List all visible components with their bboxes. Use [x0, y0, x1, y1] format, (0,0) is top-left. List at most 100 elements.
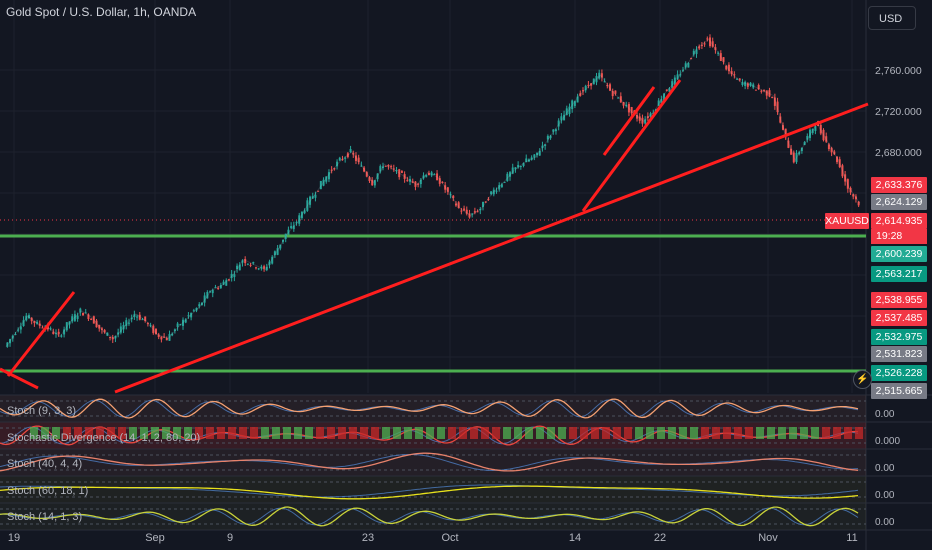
divergence-marker: [657, 427, 665, 439]
candle-body: [465, 209, 468, 214]
candle-body: [292, 225, 295, 230]
candle-body: [787, 140, 790, 148]
candle-body: [209, 291, 212, 293]
candle-body: [195, 307, 198, 311]
candle-body: [409, 179, 412, 182]
candle-body: [576, 96, 579, 103]
candle-body: [776, 101, 779, 113]
candle-body: [671, 81, 674, 89]
candle-body: [52, 331, 55, 335]
candle-body: [103, 330, 106, 333]
candle-body: [765, 90, 768, 96]
divergence-marker: [217, 427, 225, 439]
indicator-label-stoch-14[interactable]: Stoch (14, 1, 3): [7, 511, 83, 523]
candle-body: [522, 163, 525, 167]
candle-body: [84, 312, 87, 314]
candle-body: [749, 82, 752, 86]
divergence-marker: [294, 427, 302, 439]
x-tick-label-4: Oct: [441, 532, 458, 544]
candle-body: [373, 180, 376, 186]
divergence-marker: [767, 427, 775, 439]
divergence-marker: [327, 427, 335, 439]
divergence-marker: [283, 427, 291, 439]
candle-body: [427, 173, 430, 176]
candle-body: [246, 263, 249, 265]
price-tag-8: 2,531.823: [871, 346, 927, 362]
price-tag-7: 2,532.975: [871, 329, 927, 345]
divergence-marker: [415, 427, 423, 439]
divergence-marker: [800, 427, 808, 439]
candle-body: [657, 100, 660, 106]
candle-body: [603, 81, 606, 83]
x-tick-label-5: 14: [569, 532, 581, 544]
candle-body: [484, 201, 487, 203]
divergence-marker: [536, 427, 544, 439]
candle-body: [349, 149, 352, 153]
candle-body: [536, 152, 539, 156]
candle-body: [176, 323, 179, 327]
price-tag-2: 2,614.935: [871, 213, 927, 229]
candle-body: [452, 195, 455, 199]
candle-body: [781, 125, 784, 130]
candle-body: [760, 90, 763, 92]
candle-body: [533, 154, 536, 158]
candle-body: [230, 273, 233, 278]
divergence-marker: [503, 427, 511, 439]
candle-body: [814, 126, 817, 131]
candle-body: [595, 76, 598, 83]
candle-body: [563, 114, 566, 121]
candle-body: [449, 194, 452, 196]
indicator-label-stoch-60[interactable]: Stoch (60, 18, 1): [7, 485, 89, 497]
candle-body: [714, 47, 717, 50]
candle-body: [146, 323, 149, 325]
indicator-label-stoch-9[interactable]: Stoch (9, 3, 3): [7, 405, 77, 417]
candle-body: [503, 181, 506, 183]
currency-button[interactable]: USD: [868, 6, 916, 30]
indicator-label-stoch-40[interactable]: Stoch (40, 4, 4): [7, 458, 83, 470]
divergence-marker: [316, 427, 324, 439]
candle-body: [792, 152, 795, 163]
candle-body: [184, 319, 187, 323]
divergence-marker: [151, 427, 159, 439]
candle-body: [309, 196, 312, 205]
candle-body: [852, 194, 855, 197]
candle-body: [290, 226, 293, 229]
divergence-marker: [646, 427, 654, 439]
candle-body: [111, 337, 114, 340]
divergence-marker: [811, 427, 819, 439]
candle-body: [806, 135, 809, 140]
candle-body: [725, 65, 728, 70]
candle-body: [403, 174, 406, 179]
indicator-line-0: [0, 398, 859, 419]
divergence-marker: [360, 427, 368, 439]
x-tick-label-3: 23: [362, 532, 374, 544]
indicator-line-3: [0, 485, 859, 500]
candle-body: [173, 329, 176, 331]
divergence-marker: [239, 427, 247, 439]
divergence-marker: [470, 427, 478, 439]
candle-body: [446, 187, 449, 192]
divergence-marker: [393, 427, 401, 439]
indicator-axis-label-3: 0.00: [875, 490, 895, 501]
candle-body: [341, 159, 344, 161]
candle-body: [546, 135, 549, 140]
candle-body: [130, 317, 133, 320]
candle-body: [387, 164, 390, 167]
candle-body: [771, 97, 774, 99]
divergence-marker: [833, 427, 841, 439]
candle-body: [60, 335, 63, 337]
candle-body: [719, 53, 722, 61]
x-tick-label-6: 22: [654, 532, 666, 544]
candle-body: [741, 82, 744, 85]
candle-body: [441, 181, 444, 183]
candle-body: [136, 316, 139, 318]
candle-body: [722, 57, 725, 62]
lightning-icon[interactable]: ⚡: [853, 370, 872, 389]
candle-body: [414, 181, 417, 187]
divergence-marker: [734, 427, 742, 439]
candle-body: [168, 334, 171, 341]
indicator-label-stoch-divergence[interactable]: Stochastic Divergence (14, 1, 2, 80, 20): [7, 432, 201, 444]
candle-body: [846, 179, 849, 189]
candle-body: [509, 172, 512, 177]
